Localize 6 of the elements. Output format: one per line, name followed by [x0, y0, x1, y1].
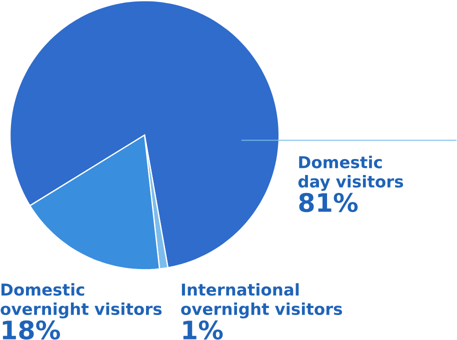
slice-label: Domestic day visitors [298, 156, 404, 192]
data-label: 1% [183, 320, 223, 340]
slice-label: International overnight visitors [181, 283, 342, 319]
slice-label: Domestic overnight visitors [0, 283, 162, 319]
data-label: 81% [299, 193, 358, 212]
data-label: 18% [2, 320, 60, 340]
